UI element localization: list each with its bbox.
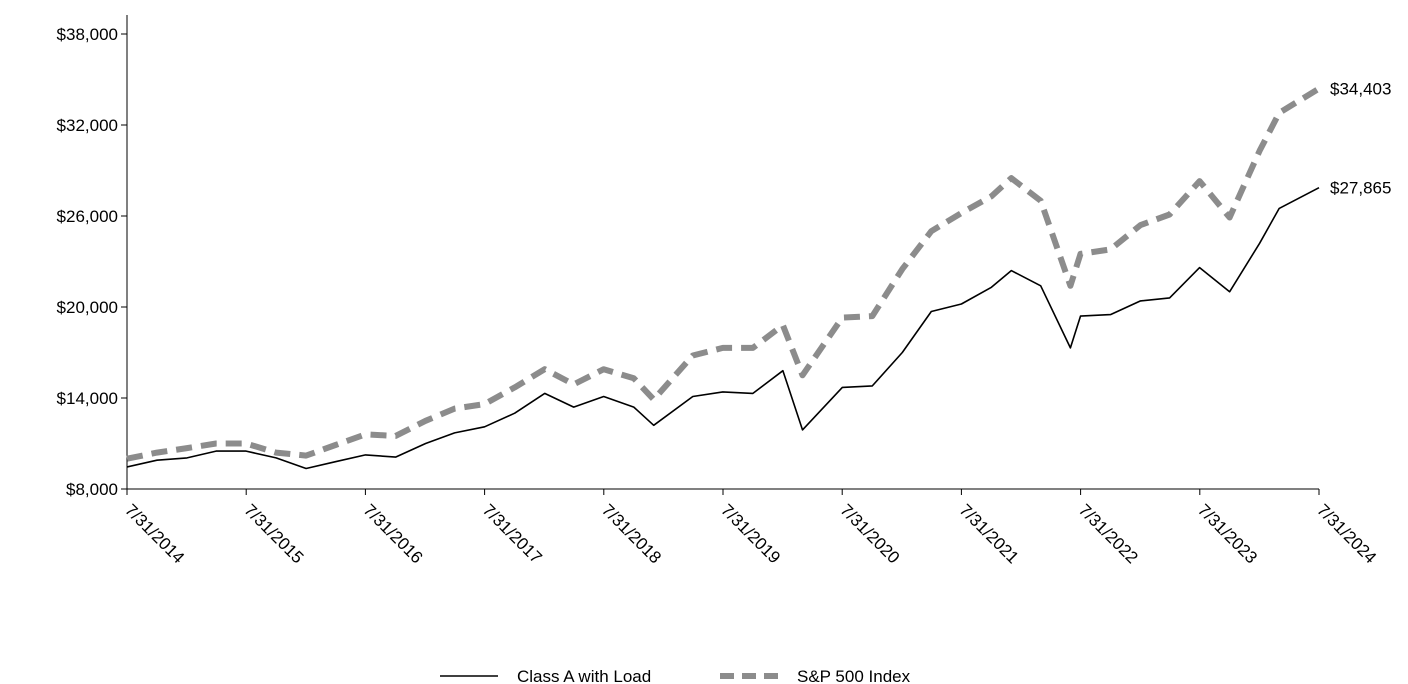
end-label-sp500: $34,403 (1330, 80, 1391, 99)
y-tick-label: $8,000 (66, 480, 118, 499)
x-tick-label: 7/31/2024 (1313, 500, 1380, 567)
x-tick-label: 7/31/2014 (121, 500, 188, 567)
legend-label-sp500: S&P 500 Index (797, 667, 911, 684)
x-tick-label: 7/31/2016 (360, 500, 427, 567)
series-layer (126, 86, 1321, 470)
legend-label-class-a: Class A with Load (517, 667, 651, 684)
x-tick-label: 7/31/2018 (598, 500, 665, 567)
series-line-sp500 (126, 86, 1321, 462)
x-tick-label: 7/31/2020 (836, 500, 903, 567)
y-tick-label: $26,000 (57, 207, 118, 226)
x-tick-label: 7/31/2022 (1075, 500, 1142, 567)
x-tick-label: 7/31/2019 (717, 500, 784, 567)
y-tick-label: $38,000 (57, 25, 118, 44)
x-tick-label: 7/31/2021 (956, 500, 1023, 567)
y-tick-label: $20,000 (57, 298, 118, 317)
x-axis-ticks: 7/31/2014 7/31/2015 7/31/2016 7/31/2017 7/31… (121, 489, 1380, 567)
x-tick-label: 7/31/2017 (479, 500, 546, 567)
y-tick-label: $32,000 (57, 116, 118, 135)
series-line-class-a (126, 186, 1320, 470)
legend: Class A with Load S&P 500 Index (440, 667, 911, 684)
end-labels: $27,865 $34,403 (1330, 80, 1391, 198)
y-tick-label: $14,000 (57, 389, 118, 408)
x-tick-label: 7/31/2023 (1194, 500, 1261, 567)
x-tick-label: 7/31/2015 (240, 500, 307, 567)
end-label-class-a: $27,865 (1330, 179, 1391, 198)
y-axis-ticks: $8,000 $14,000 $20,000 $26,000 $32,000 $38,00… (57, 25, 127, 499)
